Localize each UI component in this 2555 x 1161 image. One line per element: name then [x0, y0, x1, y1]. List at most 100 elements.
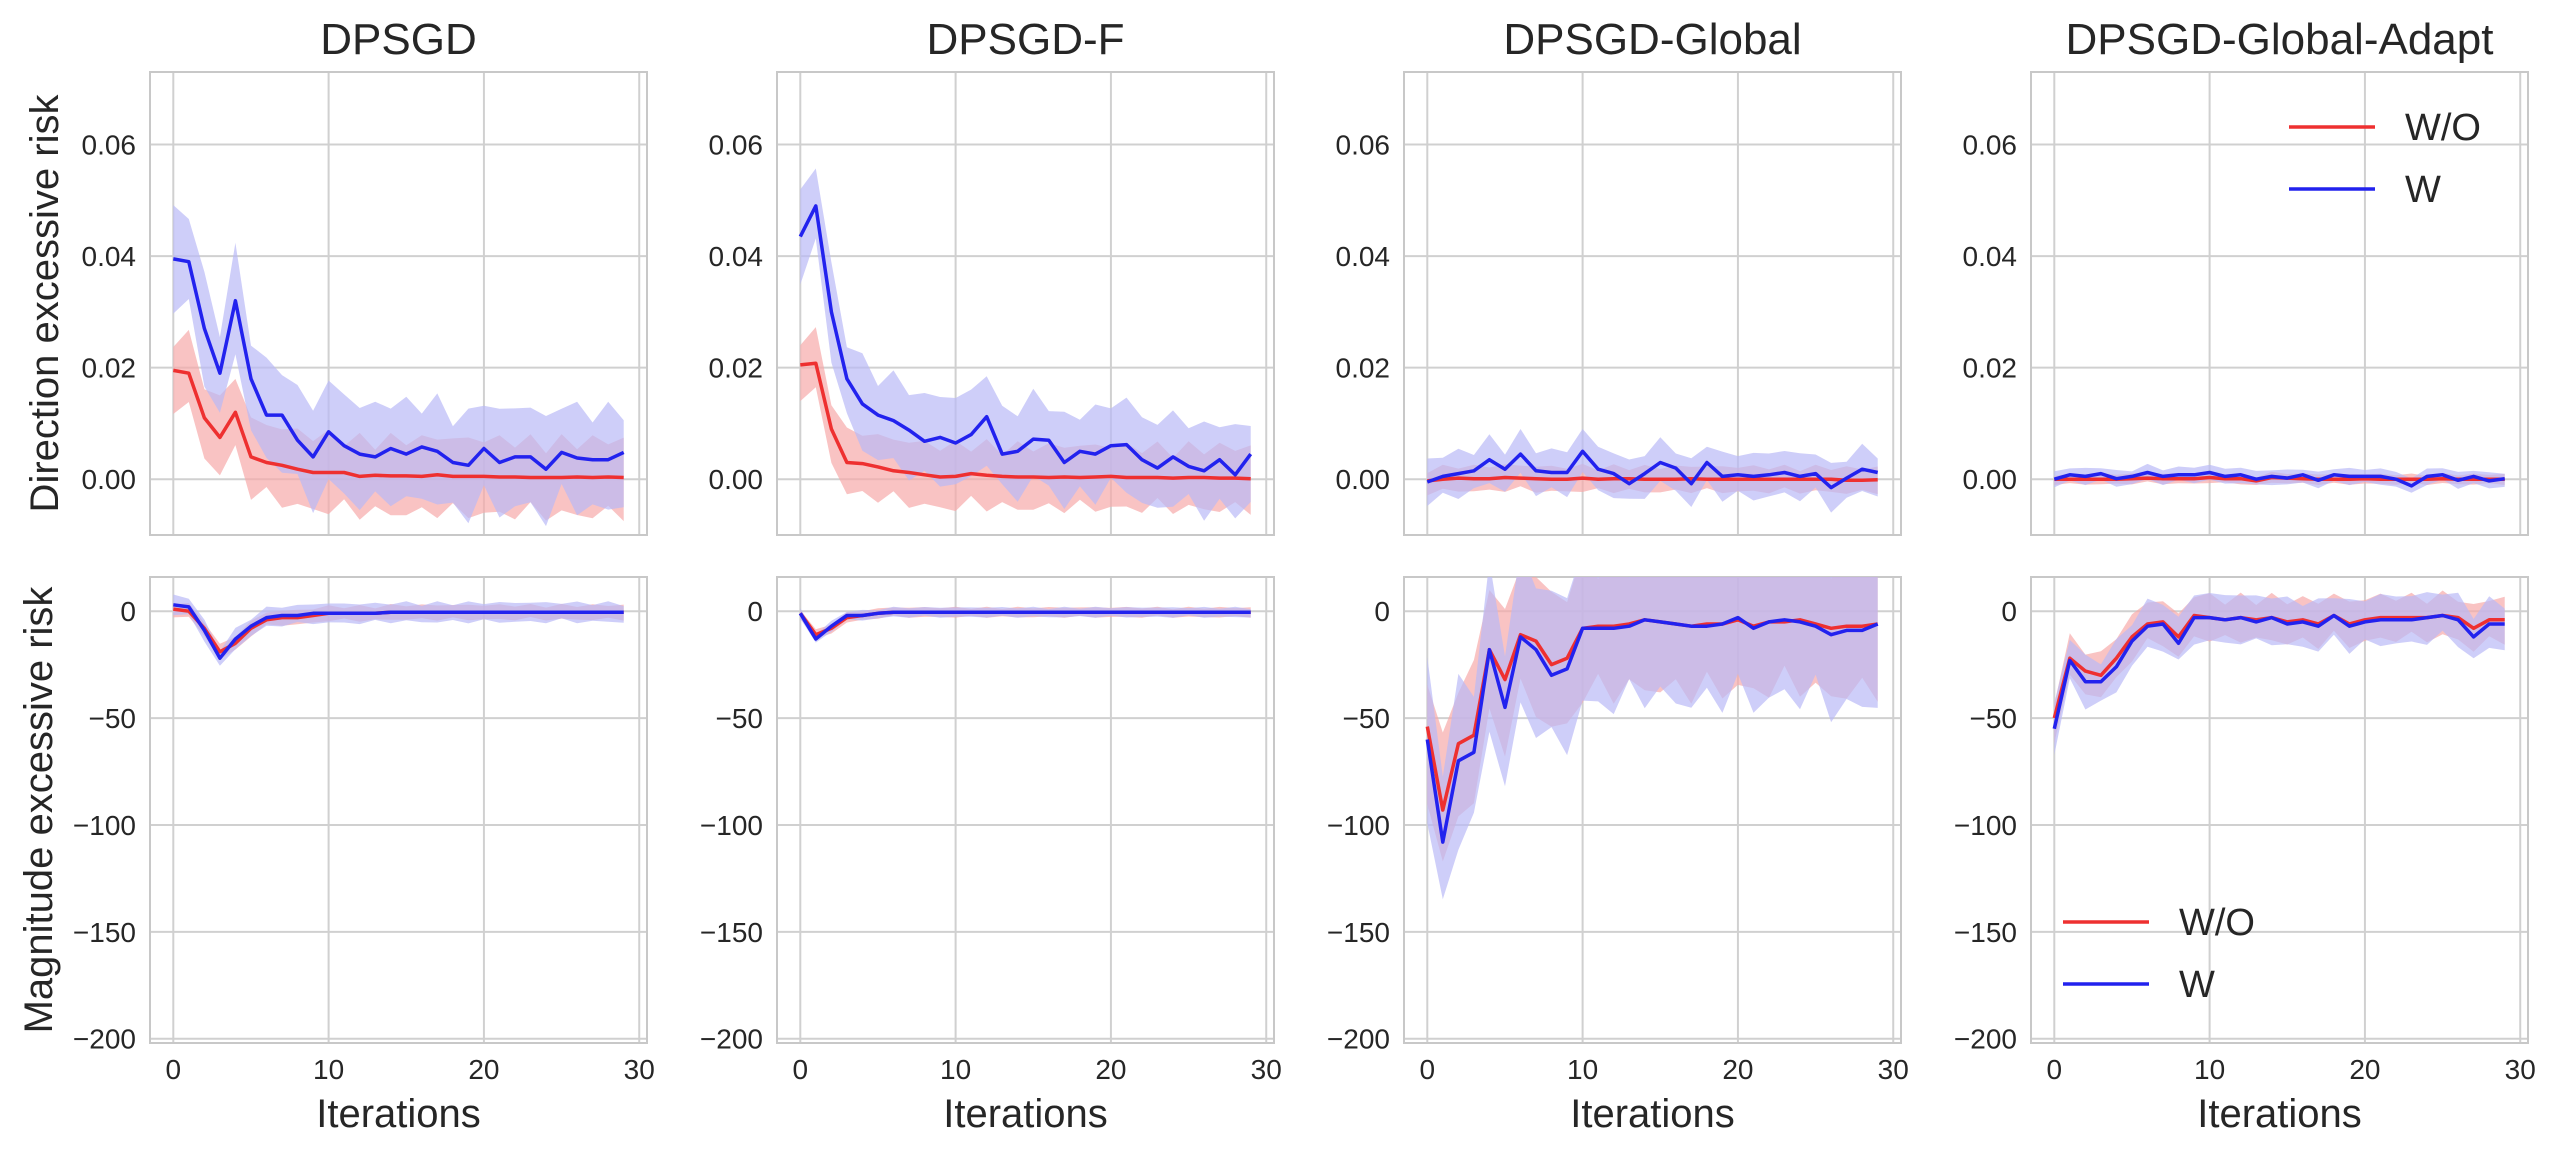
- legend: W/O W: [2289, 107, 2481, 211]
- plot-frame: [776, 576, 1275, 1044]
- series-line-wo: [1427, 475, 1878, 483]
- y-tick-label: −100: [1954, 810, 2017, 841]
- x-tick-label: 10: [940, 1054, 971, 1085]
- series-line-wo: [800, 361, 1251, 481]
- x-tick-label: 0: [793, 1054, 809, 1085]
- series-band-w: [173, 205, 624, 527]
- x-axis-label: Iterations: [943, 1092, 1108, 1136]
- y-tick-label: 0: [1374, 596, 1390, 627]
- y-tick-label: 0.06: [82, 130, 137, 161]
- plot-area: [2052, 590, 2505, 755]
- plot-frame: [776, 71, 1275, 536]
- plot-frame: [2030, 576, 2529, 1044]
- y-tick-label: 0.02: [1336, 353, 1391, 384]
- series-line-w: [1426, 449, 1879, 490]
- panel-bottom-3: 0 −50 −100 −150 −200 0 10 20 30 Iterations: [1327, 576, 1909, 1136]
- y-tick-label: −150: [1954, 917, 2017, 948]
- y-tick-label: −200: [73, 1024, 136, 1055]
- y-tick-label: −150: [700, 917, 763, 948]
- y-tick-label: −200: [1327, 1024, 1390, 1055]
- y-tick-label: −200: [700, 1024, 763, 1055]
- y-tick-label: −150: [73, 917, 136, 948]
- y-tick-label: 0.06: [1336, 130, 1391, 161]
- x-axis-label: Iterations: [316, 1092, 481, 1136]
- y-tick-label: 0.04: [82, 241, 137, 272]
- y-tick-label: 0.02: [82, 353, 137, 384]
- x-axis-label: Iterations: [2197, 1092, 2362, 1136]
- legend: W/O W: [2063, 902, 2255, 1006]
- x-tick-label: 20: [2349, 1054, 2380, 1085]
- x-tick-label: 30: [1878, 1054, 1909, 1085]
- y-tick-label: 0.06: [709, 130, 764, 161]
- x-tick-label: 20: [1722, 1054, 1753, 1085]
- y-tick-label: −200: [1954, 1024, 2017, 1055]
- y-tick-label: −100: [700, 810, 763, 841]
- y-tick-label: −150: [1327, 917, 1390, 948]
- panel-bottom-4: 0 −50 −100 −150 −200 0 10 20 30 Iterations W/O W: [1954, 576, 2536, 1136]
- x-tick-label: 10: [313, 1054, 344, 1085]
- panel-title: DPSGD-F: [927, 15, 1125, 64]
- x-tick-label: 10: [1567, 1054, 1598, 1085]
- series-line-w: [2052, 613, 2505, 730]
- y-tick-label: 0.04: [1336, 241, 1391, 272]
- plot-frame: [2030, 71, 2529, 536]
- x-tick-label: 30: [624, 1054, 655, 1085]
- panel-title: DPSGD: [320, 15, 476, 64]
- panel-top-1: 0.00 0.02 0.04 0.06 DPSGD: [82, 15, 648, 536]
- series-line-w: [173, 603, 624, 660]
- plot-area: [798, 606, 1251, 643]
- series-band-w: [1427, 577, 1878, 900]
- y-tick-label: 0.00: [709, 464, 764, 495]
- y-tick-label: −50: [1343, 703, 1391, 734]
- plot-frame: [149, 71, 648, 536]
- plot-frame: [1403, 71, 1902, 536]
- y-tick-label: 0: [2001, 596, 2017, 627]
- y-tick-label: 0.02: [709, 353, 764, 384]
- plot-area: [172, 205, 625, 527]
- plot-area: [798, 168, 1253, 521]
- y-tick-label: 0: [747, 596, 763, 627]
- y-tick-label: 0.00: [1336, 464, 1391, 495]
- plot-area: [1425, 577, 1879, 900]
- y-tick-label: 0.02: [1963, 353, 2018, 384]
- y-tick-label: −50: [89, 703, 137, 734]
- y-tick-label: 0.00: [1963, 464, 2018, 495]
- legend-label-wo: W/O: [2405, 107, 2481, 149]
- y-tick-label: 0.06: [1963, 130, 2018, 161]
- series-band-w: [1427, 428, 1878, 513]
- x-tick-label: 30: [2505, 1054, 2536, 1085]
- x-axis-label: Iterations: [1570, 1092, 1735, 1136]
- plot-area: [1426, 428, 1879, 513]
- series-line-w: [798, 610, 1251, 641]
- series-line-w: [172, 257, 625, 471]
- y-axis-label-bottom: Magnitude excessive risk: [17, 586, 61, 1034]
- x-tick-label: 30: [1251, 1054, 1282, 1085]
- series-line-w: [1425, 615, 1879, 844]
- panel-title: DPSGD-Global: [1503, 15, 1801, 64]
- series-line-wo: [172, 368, 624, 480]
- x-tick-label: 20: [468, 1054, 499, 1085]
- x-tick-label: 0: [2047, 1054, 2063, 1085]
- y-tick-label: −100: [1327, 810, 1390, 841]
- plot-area: [2053, 463, 2505, 493]
- panel-bottom-2: 0 −50 −100 −150 −200 0 10 20 30 Iterations: [700, 576, 1282, 1136]
- panel-bottom-1: 0 −50 −100 −150 −200 0 10 20 30 Iterations: [73, 576, 655, 1136]
- series-band-w: [2054, 592, 2505, 755]
- y-tick-label: 0.04: [709, 241, 764, 272]
- y-tick-label: −50: [716, 703, 764, 734]
- y-axis-label-top: Direction excessive risk: [23, 94, 67, 513]
- plot-frame: [149, 576, 648, 1044]
- panel-title: DPSGD-Global-Adapt: [2066, 15, 2494, 64]
- y-tick-label: 0.00: [82, 464, 137, 495]
- y-tick-label: −100: [73, 810, 136, 841]
- x-tick-label: 20: [1095, 1054, 1126, 1085]
- panel-top-4: 0.00 0.02 0.04 0.06 DPSGD-Global-Adapt W/O W: [1963, 15, 2529, 536]
- series-band-w: [800, 606, 1251, 643]
- series-line-w: [2053, 470, 2505, 488]
- series-line-w: [798, 204, 1253, 477]
- panel-top-3: 0.00 0.02 0.04 0.06 DPSGD-Global: [1336, 15, 1902, 536]
- panel-top-2: 0.00 0.02 0.04 0.06 DPSGD-F: [709, 15, 1275, 536]
- legend-label-w: W: [2405, 169, 2441, 211]
